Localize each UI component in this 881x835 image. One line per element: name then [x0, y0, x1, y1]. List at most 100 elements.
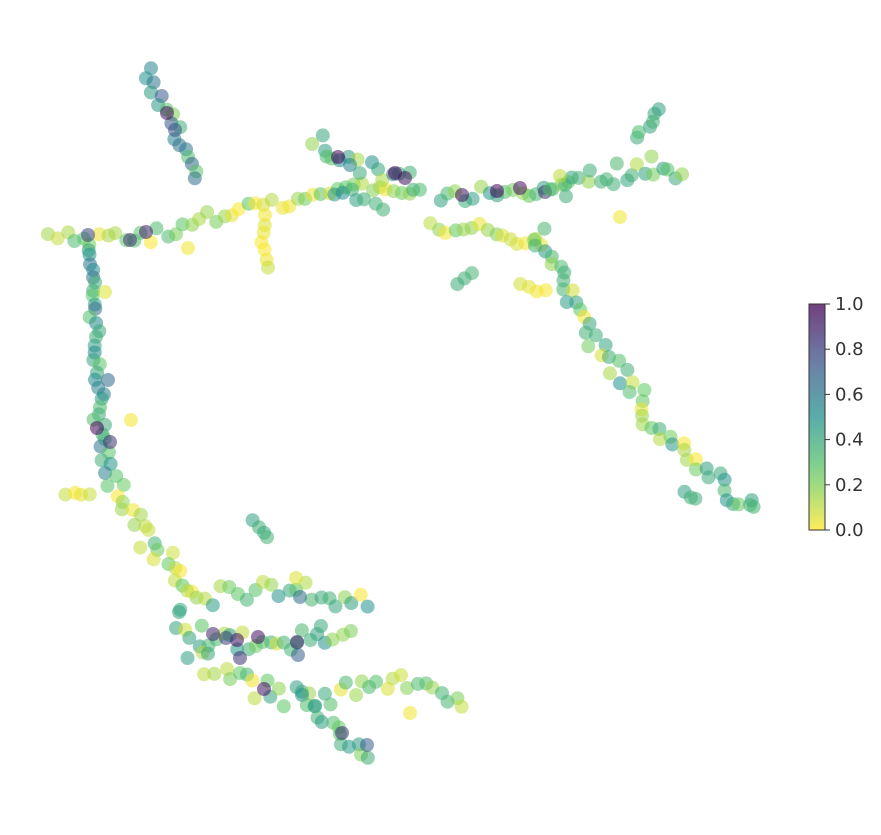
scatter-point — [403, 706, 417, 720]
scatter-point — [313, 619, 328, 633]
scatter-point — [260, 530, 274, 545]
scatter-point — [205, 598, 220, 613]
scatter-point — [360, 750, 375, 765]
scatter-point — [565, 283, 580, 298]
scatter-point — [180, 651, 195, 665]
scatter-point — [294, 623, 309, 638]
scatter-point — [123, 233, 137, 247]
scatter-point — [180, 583, 194, 598]
scatter-point — [689, 462, 703, 477]
scatter-point — [624, 168, 639, 183]
scatter-point — [271, 589, 286, 604]
scatter-point — [245, 673, 260, 688]
scatter-point — [644, 149, 659, 164]
scatter-point — [187, 171, 202, 186]
scatter-point — [194, 618, 209, 633]
scatter-point — [349, 688, 364, 703]
colorbar-gradient — [808, 303, 826, 531]
scatter-point — [314, 715, 329, 729]
scatter-point — [207, 666, 222, 681]
scatter-point — [743, 498, 757, 512]
scatter-point — [371, 162, 386, 177]
scatter-point — [581, 174, 596, 189]
scatter-point — [344, 596, 359, 611]
colorbar: 0.0 0.2 0.4 0.6 0.8 1.0 — [808, 294, 864, 541]
scatter-point — [537, 221, 552, 236]
scatter-point — [328, 599, 343, 614]
scatter-point — [181, 241, 195, 255]
scatter-point — [168, 227, 183, 242]
scatter-point — [606, 177, 621, 192]
scatter-point — [116, 477, 131, 492]
scatter-point — [160, 106, 174, 120]
scatter-point — [81, 228, 95, 242]
scatter-point — [101, 373, 115, 387]
scatter-point — [293, 590, 307, 604]
scatter-point — [230, 633, 244, 647]
scatter-point — [464, 266, 479, 281]
scatter-point — [689, 452, 703, 467]
scatter-point — [398, 171, 412, 185]
scatter-point — [652, 422, 667, 436]
scatter-point — [308, 699, 323, 713]
scatter-point — [438, 225, 453, 240]
scatter-point — [108, 226, 123, 241]
scatter-point — [343, 624, 358, 638]
scatter-points — [41, 61, 761, 765]
scatter-point — [400, 681, 414, 695]
scatter-point — [82, 487, 97, 502]
scatter-point — [375, 173, 390, 187]
scatter-point — [264, 192, 279, 207]
scatter-point — [233, 651, 247, 665]
scatter-point — [165, 545, 180, 560]
scatter-point — [653, 432, 667, 447]
scatter-point — [247, 691, 262, 706]
scatter-point — [291, 648, 305, 662]
scatter-point — [323, 697, 338, 712]
scatter-point — [305, 137, 320, 151]
scatter-point — [168, 123, 182, 137]
scatter-point — [376, 202, 391, 217]
scatter-point — [103, 435, 117, 449]
scatter-point — [98, 285, 112, 299]
scatter-point — [352, 166, 367, 181]
scatter-point — [454, 699, 469, 714]
scatter-point — [325, 632, 340, 647]
scatter-point — [315, 128, 330, 143]
colorbar-tick-label: 0.8 — [835, 339, 864, 360]
scatter-point — [200, 205, 214, 220]
scatter-point — [98, 466, 113, 480]
scatter-point — [127, 517, 142, 532]
scatter-point — [665, 437, 680, 452]
colorbar-ticks: 0.0 0.2 0.4 0.6 0.8 1.0 — [825, 294, 864, 541]
scatter-point — [631, 125, 646, 140]
scatter-point — [258, 208, 272, 222]
scatter-point — [613, 210, 627, 224]
scatter-point — [219, 631, 233, 645]
scatter-point — [335, 726, 349, 740]
scatter-point — [331, 150, 345, 164]
scatter-point — [50, 231, 65, 246]
colorbar-tick-label: 0.0 — [835, 520, 864, 541]
scatter-point — [345, 182, 359, 197]
scatter-point — [114, 502, 129, 517]
scatter-point — [261, 260, 275, 275]
scatter-point — [289, 571, 303, 585]
scatter-point — [141, 522, 156, 537]
scatter-point — [651, 102, 666, 117]
scatter-point — [581, 339, 596, 354]
scatter-point — [629, 157, 644, 172]
scatter-point — [338, 675, 353, 690]
scatter-point — [394, 668, 408, 683]
scatter-point — [538, 283, 553, 298]
scatter-point — [553, 169, 567, 183]
scatter-point — [353, 587, 368, 602]
scatter-point — [490, 184, 504, 198]
scatter-point — [513, 181, 527, 195]
scatter-point — [182, 630, 197, 645]
scatter-point — [412, 182, 427, 197]
scatter-point — [582, 163, 597, 178]
scatter-point — [251, 630, 265, 644]
scatter-point — [612, 353, 627, 368]
